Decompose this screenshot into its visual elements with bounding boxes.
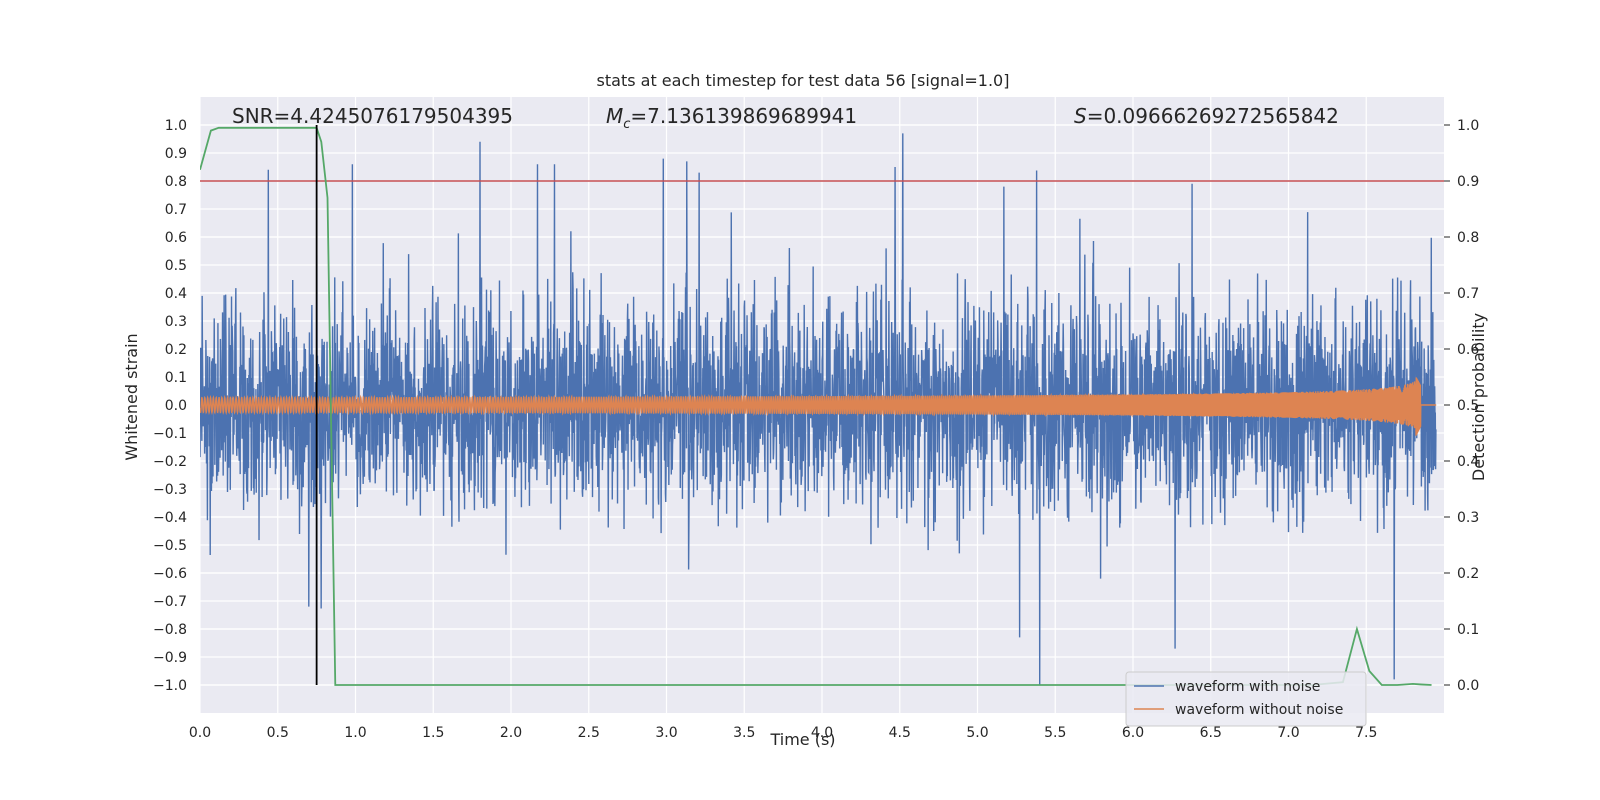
x-tick-label: 2.0 [500, 725, 522, 741]
x-tick-label: 4.0 [811, 725, 833, 741]
y-left-tick-label: 0.4 [165, 286, 187, 302]
x-tick-label: 3.5 [733, 725, 755, 741]
y-right-tick-label: 0.4 [1457, 454, 1479, 470]
series-detection-probability [200, 126, 1432, 686]
y-axis-left-ticks: 1.0 0.9 0.8 0.7 0.6 0.5 0.4 0.3 0.2 0.1 0.0 −0.1 −0.… [153, 118, 187, 694]
plot-area [200, 125, 1444, 686]
y-left-tick-label: −0.8 [153, 622, 187, 638]
x-tick-label: 0.0 [189, 725, 211, 741]
y-left-tick-label: −0.3 [153, 482, 187, 498]
legend: waveform with noise waveform without noi… [1125, 671, 1367, 727]
legend-label-waveform-without-noise: waveform without noise [1175, 702, 1343, 718]
y-left-tick-label: 0.3 [165, 314, 187, 330]
y-left-tick-label: 0.5 [165, 258, 187, 274]
s-annotation: S=0.09666269272565842 [1074, 104, 1339, 128]
s-symbol: S [1074, 104, 1087, 128]
y-left-tick-label: −0.7 [153, 594, 187, 610]
y-left-tick-label: −0.9 [153, 650, 187, 666]
y-left-tick-label: −0.6 [153, 566, 187, 582]
x-tick-label: 5.0 [966, 725, 988, 741]
x-axis-ticks: 0.0 0.5 1.0 1.5 2.0 2.5 3.0 3.5 4.0 4.5 5.0 5.5 6.0 6… [189, 725, 1378, 741]
y-axis-right-label: Detection probability [1469, 313, 1488, 481]
chart-title: stats at each timestep for test data 56 … [597, 71, 1010, 90]
x-tick-label: 6.5 [1200, 725, 1222, 741]
y-left-tick-label: 0.0 [165, 398, 187, 414]
x-tick-label: 4.5 [889, 725, 911, 741]
y-left-tick-label: 0.6 [165, 230, 187, 246]
x-tick-label: 2.5 [578, 725, 600, 741]
y-right-tick-label: 0.1 [1457, 622, 1479, 638]
y-left-tick-label: −0.1 [153, 426, 187, 442]
y-axis-left-label: Whitened strain [122, 333, 141, 460]
y-right-tick-label: 0.9 [1457, 174, 1479, 190]
x-tick-label: 7.5 [1355, 725, 1377, 741]
mc-symbol: M [606, 104, 623, 128]
y-right-tick-label: 0.2 [1457, 566, 1479, 582]
x-tick-label: 5.5 [1044, 725, 1066, 741]
mc-subscript: c [623, 117, 630, 132]
y-left-tick-label: −0.5 [153, 538, 187, 554]
x-tick-label: 6.0 [1122, 725, 1144, 741]
y-left-tick-label: 0.8 [165, 174, 187, 190]
y-axis-right-ticks: 1.0 0.9 0.8 0.7 0.6 0.5 0.4 0.3 0.2 0.1 0.0 [1444, 118, 1479, 694]
y-right-tick-label: 0.8 [1457, 230, 1479, 246]
y-left-tick-label: −1.0 [153, 678, 187, 694]
chirp-mass-annotation: Mc=7.136139869689941 [606, 104, 857, 132]
x-tick-label: 0.5 [267, 725, 289, 741]
y-right-tick-label: 0.5 [1457, 398, 1479, 414]
x-tick-label: 7.0 [1277, 725, 1299, 741]
legend-box [1125, 671, 1367, 727]
series-waveform-without-noise [200, 377, 1437, 436]
legend-label-waveform-with-noise: waveform with noise [1175, 679, 1320, 695]
x-tick-label: 1.0 [344, 725, 366, 741]
y-left-tick-label: 0.7 [165, 202, 187, 218]
y-left-tick-label: −0.4 [153, 510, 187, 526]
x-tick-label: 3.0 [655, 725, 677, 741]
y-left-tick-label: −0.2 [153, 454, 187, 470]
snr-annotation: SNR=4.4245076179504395 [232, 104, 513, 128]
y-left-tick-label: 0.1 [165, 370, 187, 386]
x-axis-label: Time (s) [769, 730, 835, 749]
mc-value: =7.136139869689941 [630, 104, 857, 128]
y-left-tick-label: 0.2 [165, 342, 187, 358]
y-right-tick-label: 0.7 [1457, 286, 1479, 302]
x-tick-label: 1.5 [422, 725, 444, 741]
y-left-tick-label: 0.9 [165, 146, 187, 162]
y-right-tick-label: 0.6 [1457, 342, 1479, 358]
y-left-tick-label: 1.0 [165, 118, 187, 134]
y-right-tick-label: 0.0 [1457, 678, 1479, 694]
y-right-tick-label: 1.0 [1457, 118, 1479, 134]
y-right-tick-label: 0.3 [1457, 510, 1479, 526]
s-value: =0.09666269272565842 [1087, 104, 1339, 128]
